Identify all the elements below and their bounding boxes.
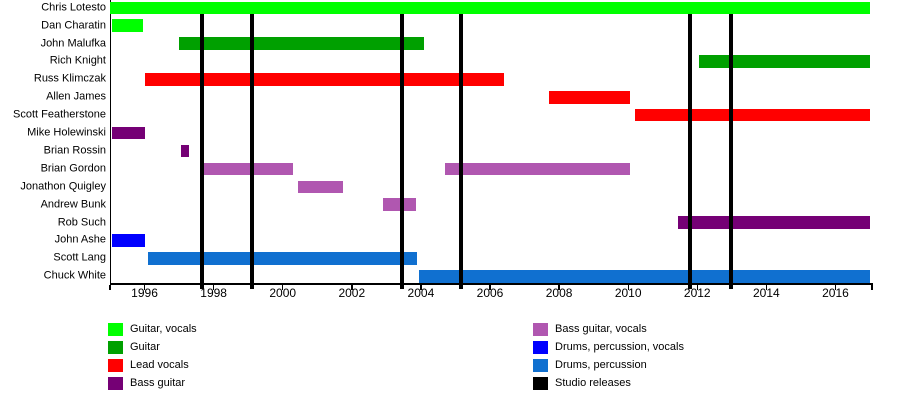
tenure-bar bbox=[111, 19, 143, 32]
y-axis-line bbox=[109, 0, 111, 284]
x-axis-tick-label: 2002 bbox=[338, 286, 366, 300]
studio-release-line bbox=[728, 14, 733, 289]
legend-swatch bbox=[533, 377, 548, 390]
studio-release-line bbox=[199, 14, 204, 289]
member-label: Chuck White bbox=[43, 269, 106, 282]
tenure-bar bbox=[203, 162, 294, 176]
member-label: Scott Lang bbox=[53, 251, 106, 264]
member-label: Allen James bbox=[46, 90, 106, 103]
member-label: Andrew Bunk bbox=[40, 198, 106, 211]
legend-swatch bbox=[533, 323, 548, 336]
x-axis-tick bbox=[558, 285, 560, 290]
tenure-bar bbox=[445, 162, 630, 176]
x-axis-tick bbox=[627, 285, 629, 290]
x-axis-tick-label: 1998 bbox=[200, 286, 227, 300]
legend-label: Bass guitar bbox=[130, 377, 186, 389]
member-label: Brian Gordon bbox=[40, 162, 106, 175]
member-label: John Malufka bbox=[40, 37, 106, 50]
studio-release-line bbox=[688, 14, 693, 289]
x-axis-tick-label: 2012 bbox=[683, 286, 711, 300]
x-axis-tick bbox=[420, 285, 422, 290]
x-axis-tick bbox=[765, 285, 768, 290]
member-label: John Ashe bbox=[54, 233, 106, 246]
tenure-bar bbox=[548, 91, 630, 104]
legend-swatch bbox=[108, 323, 123, 336]
x-axis-tick-label: 2004 bbox=[407, 286, 435, 300]
legend-label: Bass guitar, vocals bbox=[555, 323, 647, 335]
tenure-bar bbox=[699, 55, 870, 68]
tenure-bar bbox=[148, 252, 418, 265]
x-axis-tick-label: 2008 bbox=[545, 286, 573, 300]
tenure-bar bbox=[180, 144, 190, 158]
x-axis-tick bbox=[143, 285, 146, 290]
tenure-bar bbox=[635, 108, 870, 122]
member-label: Scott Featherstone bbox=[13, 108, 106, 121]
tenure-bar bbox=[678, 216, 870, 229]
tenure-bar bbox=[382, 198, 416, 211]
legend-label: Drums, percussion, vocals bbox=[555, 341, 684, 353]
timeline-plot-area: Chris Lotesto Dan Charatin John Malufka Ric… bbox=[13, 0, 873, 300]
legend-label: Studio releases bbox=[555, 377, 631, 389]
x-axis-line bbox=[109, 283, 873, 285]
tenure-bar bbox=[110, 1, 870, 14]
studio-release-line bbox=[459, 14, 464, 289]
member-label: Russ Klimczak bbox=[33, 72, 106, 85]
member-label: Brian Rossin bbox=[43, 144, 106, 157]
x-axis-tick bbox=[834, 285, 837, 290]
x-axis-tick bbox=[351, 285, 353, 290]
tenure-bar bbox=[111, 126, 145, 140]
x-axis-tick-label: 2014 bbox=[753, 286, 780, 300]
tenure-bar bbox=[419, 270, 870, 283]
member-label: Rich Knight bbox=[49, 54, 106, 67]
x-axis-tick bbox=[282, 285, 284, 290]
tenure-bar bbox=[144, 73, 504, 86]
legend-label: Drums, percussion bbox=[555, 359, 647, 371]
member-label: Chris Lotesto bbox=[41, 1, 106, 14]
x-axis-tick-label: 2000 bbox=[269, 286, 297, 300]
x-axis-tick bbox=[213, 285, 215, 290]
x-axis-tick bbox=[696, 285, 698, 290]
member-label: Dan Charatin bbox=[41, 19, 106, 32]
tenure-bar bbox=[111, 234, 145, 247]
x-axis-tick-label: 2006 bbox=[476, 286, 504, 300]
x-axis-tick bbox=[489, 285, 491, 290]
legend: Guitar, vocals Guitar Lead vocals Bass guit… bbox=[0, 315, 900, 400]
studio-release-line bbox=[249, 14, 254, 289]
x-axis-tick-label: 2010 bbox=[614, 286, 642, 300]
legend-label: Guitar bbox=[130, 341, 160, 353]
x-axis-tick-label: 2016 bbox=[822, 286, 849, 300]
legend-swatch bbox=[533, 341, 548, 354]
legend-label: Guitar, vocals bbox=[130, 323, 197, 335]
x-axis-end-tick bbox=[871, 285, 873, 290]
member-label: Mike Holewinski bbox=[27, 126, 106, 139]
legend-swatch bbox=[108, 341, 123, 354]
tenure-bar bbox=[179, 37, 425, 50]
legend-label: Lead vocals bbox=[130, 359, 189, 371]
studio-release-line bbox=[399, 14, 404, 289]
member-label: Rob Such bbox=[57, 216, 106, 229]
member-label: Jonathon Quigley bbox=[20, 180, 106, 193]
legend-swatch bbox=[533, 359, 548, 372]
x-axis-tick-label: 1996 bbox=[131, 286, 158, 300]
legend-swatch bbox=[108, 377, 123, 390]
tenure-bar bbox=[298, 180, 344, 193]
x-axis-end-tick bbox=[109, 285, 111, 290]
legend-swatch bbox=[108, 359, 123, 372]
